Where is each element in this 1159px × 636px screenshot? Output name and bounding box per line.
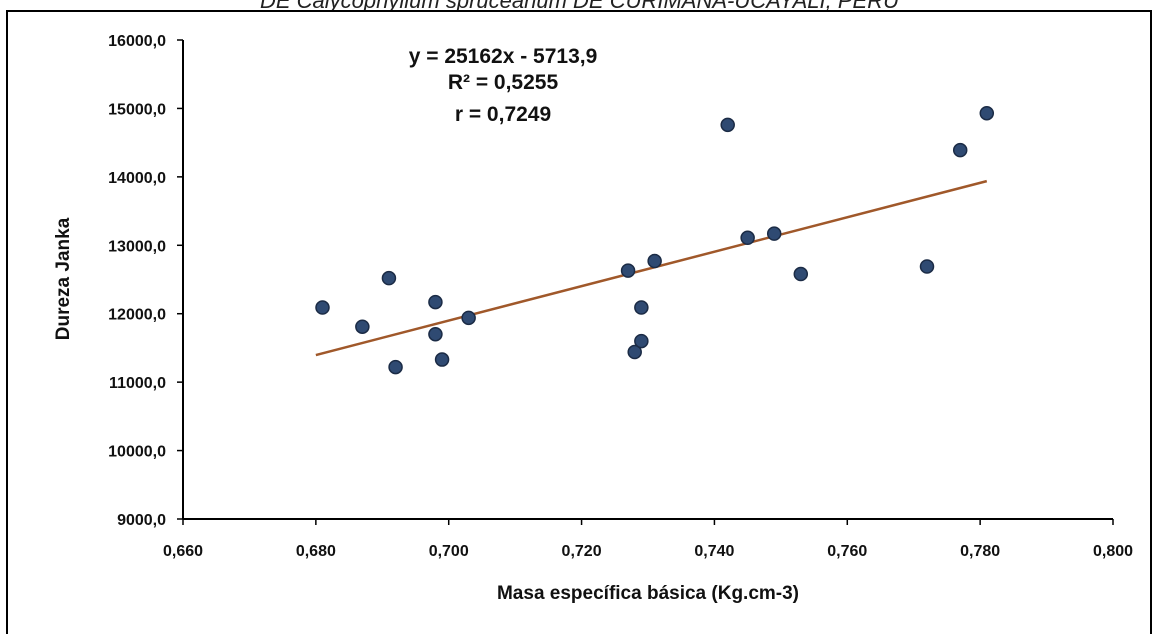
data-point xyxy=(979,105,995,121)
y-tick-label: 16000,0 xyxy=(108,33,166,50)
y-tick-label: 15000,0 xyxy=(108,101,166,118)
data-points xyxy=(315,105,995,375)
x-tick-label: 0,720 xyxy=(562,543,602,560)
data-point xyxy=(315,300,330,315)
x-tick-label: 0,800 xyxy=(1093,543,1133,560)
y-tick-label: 10000,0 xyxy=(108,444,166,461)
y-axis-ticks: 9000,0 10000,0 11000,0 12000,0 13000,0 14000,… xyxy=(108,33,183,529)
chart-header-text: DE Calycophyllum spruceanum DE CURIMANA-… xyxy=(260,0,899,13)
data-point xyxy=(428,294,443,310)
regression-equation: y = 25162x - 5713,9 xyxy=(409,45,598,68)
axes xyxy=(182,40,1113,520)
data-point xyxy=(428,326,443,342)
chart-frame xyxy=(6,10,1152,634)
x-tick-label: 0,660 xyxy=(163,543,203,560)
y-tick-label: 13000,0 xyxy=(108,238,166,255)
data-point xyxy=(919,259,935,274)
x-axis-ticks: 0,660 0,680 0,700 0,720 0,740 0,760 0,780 0,800 xyxy=(163,519,1133,560)
y-tick-label: 14000,0 xyxy=(108,170,166,187)
y-axis-label: Dureza Janka xyxy=(53,217,74,340)
y-tick-label: 12000,0 xyxy=(108,307,166,324)
y-tick-label: 11000,0 xyxy=(109,375,166,392)
data-point xyxy=(434,352,450,367)
data-point xyxy=(634,333,649,349)
x-axis-label: Masa específica básica (Kg.cm-3) xyxy=(497,583,799,604)
data-point xyxy=(461,310,476,326)
data-point xyxy=(793,266,809,282)
x-tick-label: 0,760 xyxy=(827,543,867,560)
data-point xyxy=(952,142,968,158)
data-point xyxy=(620,263,636,278)
correlation-annotation: r = 0,7249 xyxy=(455,103,551,126)
r-squared-annotation: R² = 0,5255 xyxy=(448,71,559,94)
data-point xyxy=(720,117,735,133)
data-point xyxy=(647,253,662,269)
trendline xyxy=(315,179,988,357)
data-point xyxy=(740,230,755,246)
data-point xyxy=(381,270,397,286)
data-point xyxy=(355,319,370,334)
y-tick-label: 9000,0 xyxy=(117,512,166,529)
x-tick-label: 0,700 xyxy=(429,543,469,560)
data-point xyxy=(627,344,642,360)
data-point xyxy=(634,300,649,315)
x-tick-label: 0,680 xyxy=(296,543,336,560)
x-tick-label: 0,780 xyxy=(960,543,1000,560)
x-tick-label: 0,740 xyxy=(694,543,734,560)
data-point xyxy=(388,359,403,375)
data-point xyxy=(766,226,782,241)
